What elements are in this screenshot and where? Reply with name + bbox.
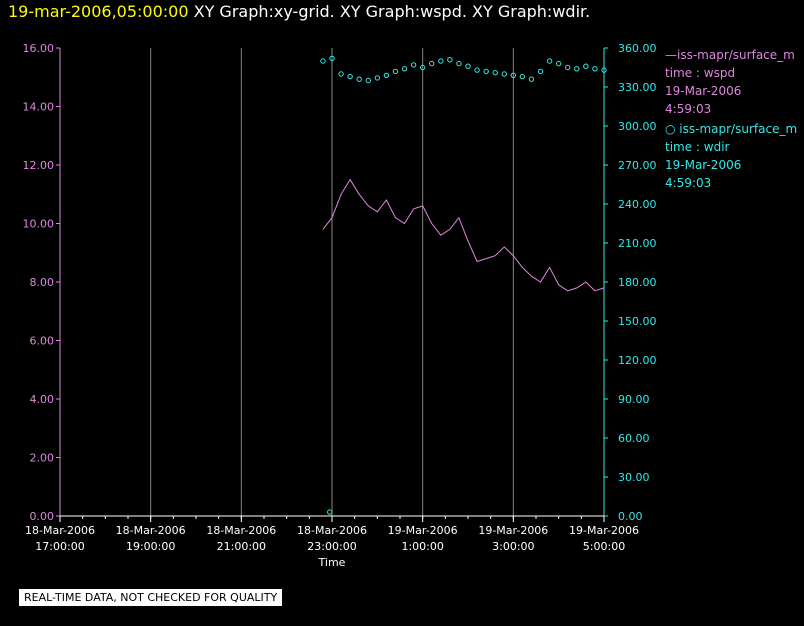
series-wdir-point [327, 509, 333, 515]
right-tick-label: 180.00 [618, 276, 657, 289]
right-tick-label: 120.00 [618, 354, 657, 367]
legend-wdir: ○ iss-mapr/surface_m time : wdir 19-Mar-… [665, 120, 797, 192]
series-wdir-point [347, 73, 353, 80]
series-wdir-point [592, 66, 598, 72]
series-wdir-point [546, 58, 553, 64]
left-tick-label: 10.00 [23, 218, 55, 231]
series-wdir-point [410, 62, 417, 68]
legend-wdir-name: ○ iss-mapr/surface_m [665, 122, 798, 136]
series-wdir-point [456, 60, 462, 67]
series-wdir-point [501, 71, 507, 77]
series-wdir-point [429, 60, 435, 67]
left-tick-label: 2.00 [30, 452, 55, 465]
left-tick-label: 6.00 [30, 335, 55, 348]
series-wdir-point [465, 63, 471, 69]
x-tick-label-time: 5:00:00 [583, 540, 625, 553]
x-tick-label-date: 19-Mar-2006 [478, 524, 548, 537]
series-wdir-point [492, 70, 498, 76]
legend-wdir-time: 4:59:03 [665, 176, 712, 190]
right-tick-label: 360.00 [618, 42, 657, 55]
series-wspd-line [322, 178, 605, 292]
series-wdir-point [537, 68, 544, 75]
title-graphs: XY Graph:xy-grid. XY Graph:wspd. XY Grap… [193, 2, 591, 21]
left-tick-label: 8.00 [30, 276, 55, 289]
series-wdir-point [583, 63, 589, 69]
legend-wdir-date: 19-Mar-2006 [665, 158, 742, 172]
series-wdir-point [356, 76, 362, 82]
right-tick-label: 150.00 [618, 315, 657, 328]
x-tick-label-time: 1:00:00 [401, 540, 443, 553]
right-tick-label: 300.00 [618, 120, 657, 133]
left-tick-label: 14.00 [23, 101, 55, 114]
series-wdir-point [374, 75, 381, 81]
left-tick-label: 12.00 [23, 159, 55, 172]
x-tick-label-time: 23:00:00 [307, 540, 356, 553]
left-tick-label: 4.00 [30, 393, 55, 406]
chart-title-bar: 19-mar-2006,05:00:00 XY Graph:xy-grid. X… [8, 2, 590, 22]
series-wdir-point [447, 57, 453, 63]
x-tick-label-date: 18-Mar-2006 [297, 524, 367, 537]
series-wdir-point [528, 76, 535, 82]
right-tick-label: 210.00 [618, 237, 657, 250]
left-tick-label: 16.00 [23, 42, 55, 55]
x-tick-label-date: 18-Mar-2006 [206, 524, 276, 537]
right-tick-label: 330.00 [618, 81, 657, 94]
x-tick-label-date: 19-Mar-2006 [569, 524, 639, 537]
left-tick-label: 0.00 [30, 510, 55, 523]
x-tick-label-time: 3:00:00 [492, 540, 534, 553]
right-tick-label: 30.00 [618, 471, 650, 484]
legend-wspd-name: —iss-mapr/surface_m [665, 48, 795, 62]
series-wdir-point [329, 55, 335, 62]
series-wdir-point [601, 67, 607, 73]
series-wdir-point [474, 67, 480, 73]
series-wdir-point [519, 73, 526, 80]
x-tick-label-time: 21:00:00 [217, 540, 266, 553]
legend-wspd-time: 4:59:03 [665, 102, 712, 116]
series-wdir-point [565, 64, 571, 71]
legend-wdir-variable: time : wdir [665, 140, 730, 154]
x-tick-label-date: 18-Mar-2006 [116, 524, 186, 537]
series-wdir-point [392, 68, 399, 75]
x-tick-label-time: 17:00:00 [35, 540, 84, 553]
series-wdir-point [574, 66, 580, 72]
series-wdir-point [510, 72, 517, 79]
series-wdir-point [365, 77, 371, 84]
legend-wspd: —iss-mapr/surface_m time : wspd 19-Mar-2… [665, 46, 795, 118]
x-tick-label-time: 19:00:00 [126, 540, 175, 553]
right-tick-label: 0.00 [618, 510, 643, 523]
series-wdir-point [438, 58, 444, 64]
series-wdir-point [338, 71, 344, 77]
legend-wspd-variable: time : wspd [665, 66, 736, 80]
x-axis-label: Time [318, 556, 346, 569]
right-tick-label: 60.00 [618, 432, 650, 445]
series-wdir-point [555, 60, 562, 67]
quality-note: REAL-TIME DATA, NOT CHECKED FOR QUALITY [19, 589, 283, 606]
right-tick-label: 240.00 [618, 198, 657, 211]
series-wdir-point [320, 58, 326, 64]
series-wdir-point [383, 72, 390, 79]
series-wdir-point [483, 68, 489, 75]
title-timestamp: 19-mar-2006,05:00:00 [8, 2, 189, 21]
x-tick-label-date: 19-Mar-2006 [388, 524, 458, 537]
legend-wspd-date: 19-Mar-2006 [665, 84, 742, 98]
series-wdir-point [419, 64, 426, 71]
x-tick-label-date: 18-Mar-2006 [25, 524, 95, 537]
right-tick-label: 270.00 [618, 159, 657, 172]
right-tick-label: 90.00 [618, 393, 650, 406]
series-wdir-point [401, 66, 408, 72]
